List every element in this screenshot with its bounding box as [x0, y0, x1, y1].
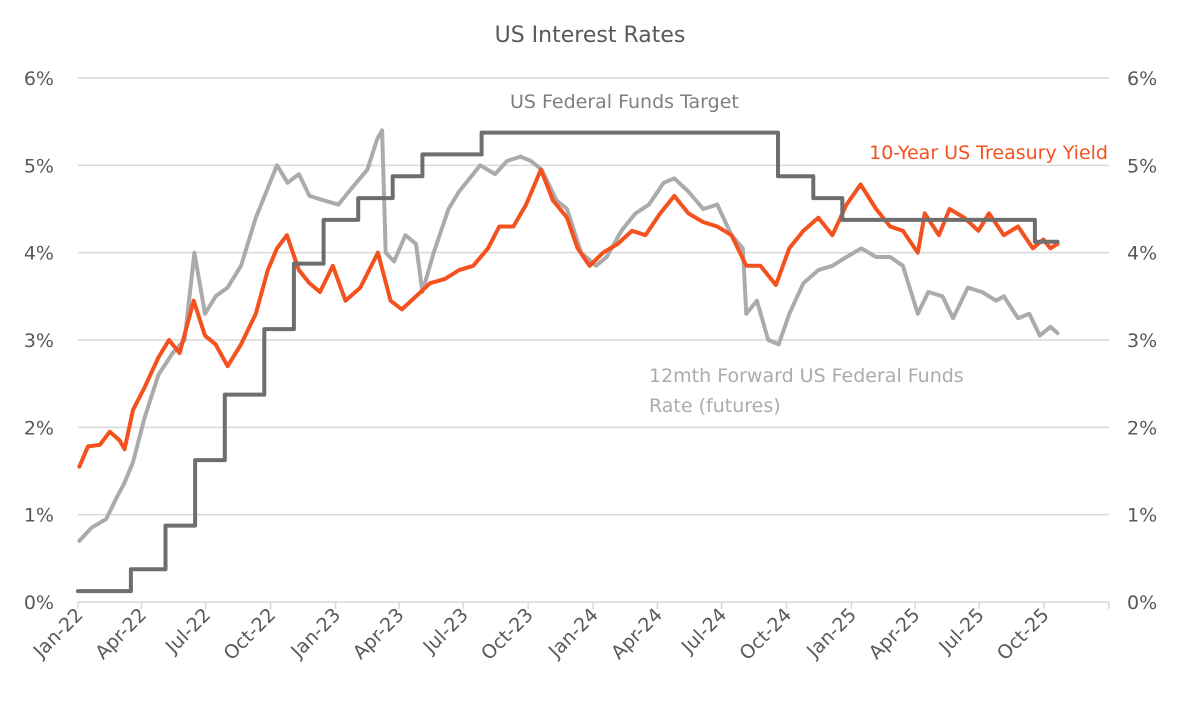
annotation-forward-line2: Rate (futures): [649, 395, 781, 417]
y-tick-label-right: 4%: [1127, 243, 1157, 265]
annotation-10y-treasury: 10-Year US Treasury Yield: [869, 142, 1108, 164]
x-tick-label: Oct-24: [735, 604, 796, 665]
y-tick-label-left: 0%: [24, 592, 54, 614]
y-axis-left: 0% 1% 2% 3% 4% 5% 6%: [24, 68, 54, 614]
x-tick-label: Oct-25: [993, 604, 1054, 665]
y-tick-label-right: 2%: [1127, 417, 1157, 439]
x-tick-label: Apr-25: [865, 604, 925, 664]
x-tick-label: Apr-23: [349, 604, 409, 664]
annotation-forward-line1: 12mth Forward US Federal Funds: [649, 365, 964, 387]
us-federal-funds-target-line: [76, 130, 1060, 594]
x-tick-label: Jan-25: [802, 604, 861, 663]
x-axis: Jan-22 Apr-22 Jul-22 Oct-22 Jan-23 Apr-23 Jul-…: [29, 602, 1110, 665]
x-tick-label: Jan-23: [286, 604, 345, 663]
y-tick-label-right: 3%: [1127, 330, 1157, 352]
gridlines: [78, 77, 1109, 603]
x-tick-label: Apr-24: [607, 604, 667, 664]
x-tick-label: Apr-22: [91, 604, 151, 664]
y-axis-right: 0% 1% 2% 3% 4% 5% 6%: [1127, 68, 1157, 614]
x-tick-label: Oct-23: [477, 604, 538, 665]
y-tick-label-left: 6%: [24, 68, 54, 90]
x-tick-label: Oct-22: [219, 604, 280, 665]
y-tick-label-right: 6%: [1127, 68, 1157, 90]
y-tick-label-left: 3%: [24, 330, 54, 352]
10-year-us-treasury-yield-line: [77, 167, 1060, 469]
y-tick-label-left: 4%: [24, 243, 54, 265]
y-tick-label-left: 5%: [24, 155, 54, 177]
x-tick-label: Jul-22: [161, 604, 215, 658]
x-tick-label: Jan-24: [544, 604, 603, 663]
x-tick-label: Jul-23: [418, 604, 472, 658]
y-tick-label-right: 1%: [1127, 505, 1157, 527]
x-tick-label: Jul-25: [934, 604, 988, 658]
y-tick-label-right: 5%: [1127, 155, 1157, 177]
y-tick-label-left: 2%: [24, 417, 54, 439]
series-lines: [76, 128, 1060, 594]
12mth-forward-us-federal-funds-rate-futures-line: [77, 128, 1060, 543]
chart-title: US Interest Rates: [495, 23, 686, 48]
y-tick-label-right: 0%: [1127, 592, 1157, 614]
annotation-fed-target: US Federal Funds Target: [510, 91, 739, 113]
x-tick-label: Jul-24: [677, 604, 731, 658]
y-tick-label-left: 1%: [24, 505, 54, 527]
